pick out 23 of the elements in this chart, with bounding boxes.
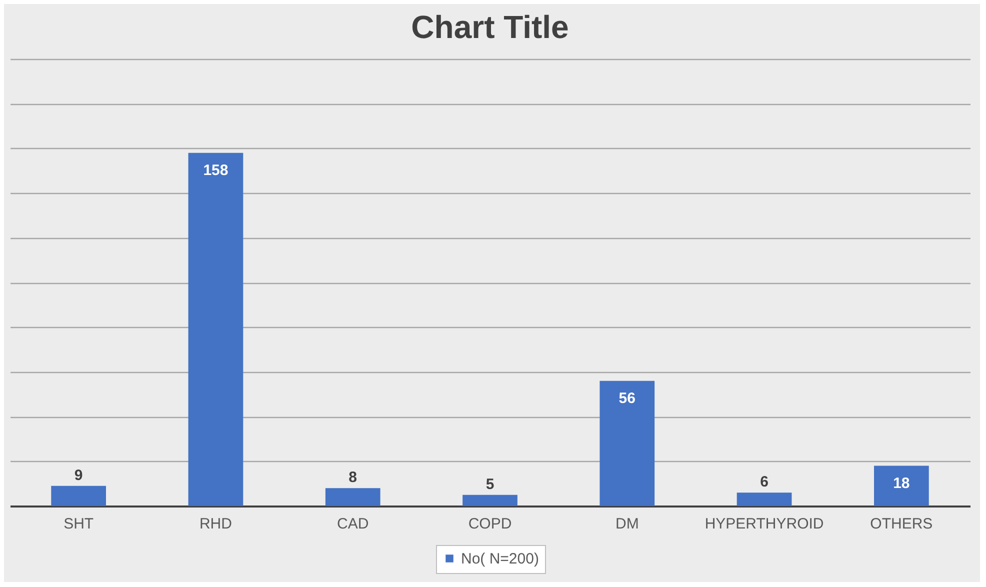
data-label: 56 bbox=[618, 390, 636, 407]
data-label: 6 bbox=[760, 474, 768, 491]
x-tick-label: RHD bbox=[199, 516, 232, 532]
legend-label: No( N=200) bbox=[461, 550, 539, 568]
x-tick-label: CAD bbox=[337, 516, 369, 532]
bar bbox=[600, 380, 655, 506]
bar bbox=[736, 492, 792, 506]
data-label: 18 bbox=[893, 474, 910, 492]
bar bbox=[188, 152, 244, 506]
chart-title: Chart Title bbox=[411, 9, 569, 45]
x-tick-label: HYPERTHYROID bbox=[704, 516, 824, 532]
bar bbox=[462, 494, 518, 506]
bar bbox=[325, 488, 380, 506]
x-tick-label: SHT bbox=[64, 516, 94, 532]
data-label: 9 bbox=[74, 466, 83, 484]
x-tick-label: COPD bbox=[468, 516, 512, 532]
x-tick-label: DM bbox=[615, 516, 639, 532]
data-label: 158 bbox=[203, 162, 228, 179]
bar bbox=[51, 486, 106, 506]
data-label: 5 bbox=[486, 476, 494, 493]
x-tick-label: OTHERS bbox=[870, 516, 933, 532]
bar bbox=[874, 466, 929, 506]
data-label: 8 bbox=[348, 469, 358, 486]
